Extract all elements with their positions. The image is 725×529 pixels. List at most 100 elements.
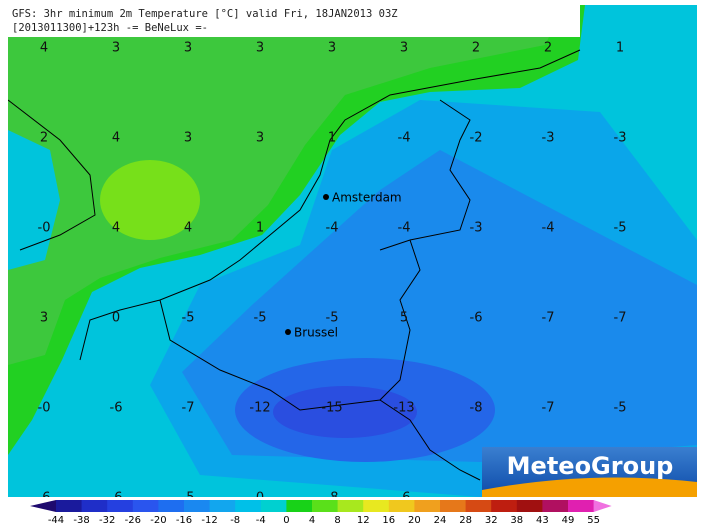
grid-value: 3 xyxy=(40,311,48,326)
colorbar-label: -38 xyxy=(73,515,89,525)
colorbar-label: -20 xyxy=(150,515,166,525)
grid-value: -7 xyxy=(542,311,555,326)
grid-value: -6 xyxy=(110,401,123,416)
colorbar-label: 4 xyxy=(309,515,315,525)
colorbar-end xyxy=(593,500,612,512)
grid-value: -3 xyxy=(542,131,555,146)
zone-light xyxy=(100,160,200,240)
grid-value: 3 xyxy=(256,131,264,146)
colorbar-segment xyxy=(235,500,262,512)
grid-value: -5 xyxy=(254,311,267,326)
colorbar-label: 20 xyxy=(408,515,421,525)
coastline xyxy=(8,49,581,481)
grid-value: 3 xyxy=(256,41,264,56)
grid-value: -6 xyxy=(470,311,483,326)
colorbar-label: -26 xyxy=(125,515,141,525)
colorbar-label: 38 xyxy=(510,515,523,525)
colorbar-label: 24 xyxy=(434,515,447,525)
grid-value: -3 xyxy=(470,221,483,236)
colorbar-segment xyxy=(491,500,518,512)
grid-value: -13 xyxy=(393,401,414,416)
colorbar-segment xyxy=(184,500,211,512)
colorbar-segment xyxy=(465,500,492,512)
colorbar-label: 32 xyxy=(485,515,498,525)
grid-value: -8 xyxy=(470,401,483,416)
grid-value: -5 xyxy=(182,311,195,326)
grid-value: 4 xyxy=(112,221,120,236)
grid-value: 4 xyxy=(112,131,120,146)
map xyxy=(8,5,697,497)
grid-value: -7 xyxy=(614,311,627,326)
grid-value: -5 xyxy=(614,401,627,416)
grid-values: 4 3 3 3 3 3 2 2 1 2 4 3 3 1 -4 -2 -3 -3 -0 4 4 1 -4 -4 -3 -4 -5 3 0 -… xyxy=(38,41,627,506)
colorbar-label: -8 xyxy=(230,515,240,525)
colorbar-segment xyxy=(158,500,185,512)
grid-value: -7 xyxy=(182,401,195,416)
colorbar-segment xyxy=(363,500,390,512)
colorbar-label: -4 xyxy=(256,515,266,525)
colorbar-end xyxy=(30,500,56,512)
zone-cyan-strip xyxy=(8,130,60,270)
colorbar-label: -44 xyxy=(48,515,64,525)
city-label: Brussel xyxy=(294,326,338,340)
colorbar-label: -12 xyxy=(201,515,217,525)
grid-value: 0 xyxy=(256,491,264,506)
colorbar-segment xyxy=(81,500,108,512)
grid-value: 1 xyxy=(256,221,264,236)
grid-value: -4 xyxy=(542,221,555,236)
colorbar-segment xyxy=(56,500,83,512)
grid-value: -6 xyxy=(110,491,123,506)
grid-value: -7 xyxy=(542,401,555,416)
colorbar-label: 12 xyxy=(357,515,370,525)
grid-value: -4 xyxy=(398,221,411,236)
header-box xyxy=(8,5,580,37)
header-line: GFS: 3hr minimum 2m Temperature [°C] val… xyxy=(12,8,398,20)
grid-value: 3 xyxy=(400,41,408,56)
colorbar-segment xyxy=(414,500,441,512)
colorbar-label: 16 xyxy=(382,515,395,525)
grid-value: 3 xyxy=(112,41,120,56)
zone-green-inner xyxy=(8,5,565,365)
colorbar-label: 43 xyxy=(536,515,549,525)
colorbar-label: 28 xyxy=(459,515,472,525)
colorbar-label: -32 xyxy=(99,515,115,525)
grid-value: 3 xyxy=(328,41,336,56)
grid-value: -6 xyxy=(38,491,51,506)
header-line: [2013011300]+123h -= BeNeLux =- xyxy=(12,22,208,34)
grid-value: 2 xyxy=(472,41,480,56)
grid-value: -5 xyxy=(182,491,195,506)
colorbar-segment xyxy=(209,500,236,512)
logo-swoosh xyxy=(482,477,697,497)
grid-value: 4 xyxy=(40,41,48,56)
colorbar-segment xyxy=(568,500,595,512)
grid-value: -5 xyxy=(614,221,627,236)
grid-value: -4 xyxy=(398,131,411,146)
colorbar-label: 8 xyxy=(334,515,340,525)
grid-value: -6 xyxy=(398,491,411,506)
grid-value: 2 xyxy=(40,131,48,146)
city-dot xyxy=(323,194,329,200)
grid-value: -5 xyxy=(326,311,339,326)
grid-value: 1 xyxy=(616,41,624,56)
grid-value: -3 xyxy=(614,131,627,146)
grid-value: 2 xyxy=(544,41,552,56)
colorbar-segment xyxy=(260,500,287,512)
colorbar-segment xyxy=(312,500,339,512)
grid-value: 1 xyxy=(328,131,336,146)
colorbar-segment xyxy=(542,500,569,512)
colorbar-segment xyxy=(440,500,467,512)
colorbar-label: 55 xyxy=(587,515,600,525)
grid-value: 5 xyxy=(400,311,408,326)
grid-value: 3 xyxy=(184,41,192,56)
grid-value: -4 xyxy=(326,221,339,236)
grid-value: -12 xyxy=(249,401,270,416)
grid-value: 3 xyxy=(184,131,192,146)
grid-value: -0 xyxy=(38,221,51,236)
colorbar-segment xyxy=(286,500,313,512)
colorbar-segment xyxy=(388,500,415,512)
grid-value: 0 xyxy=(112,311,120,326)
grid-value: 4 xyxy=(184,221,192,236)
grid-value: -8 xyxy=(326,491,339,506)
colorbar-segment xyxy=(516,500,543,512)
